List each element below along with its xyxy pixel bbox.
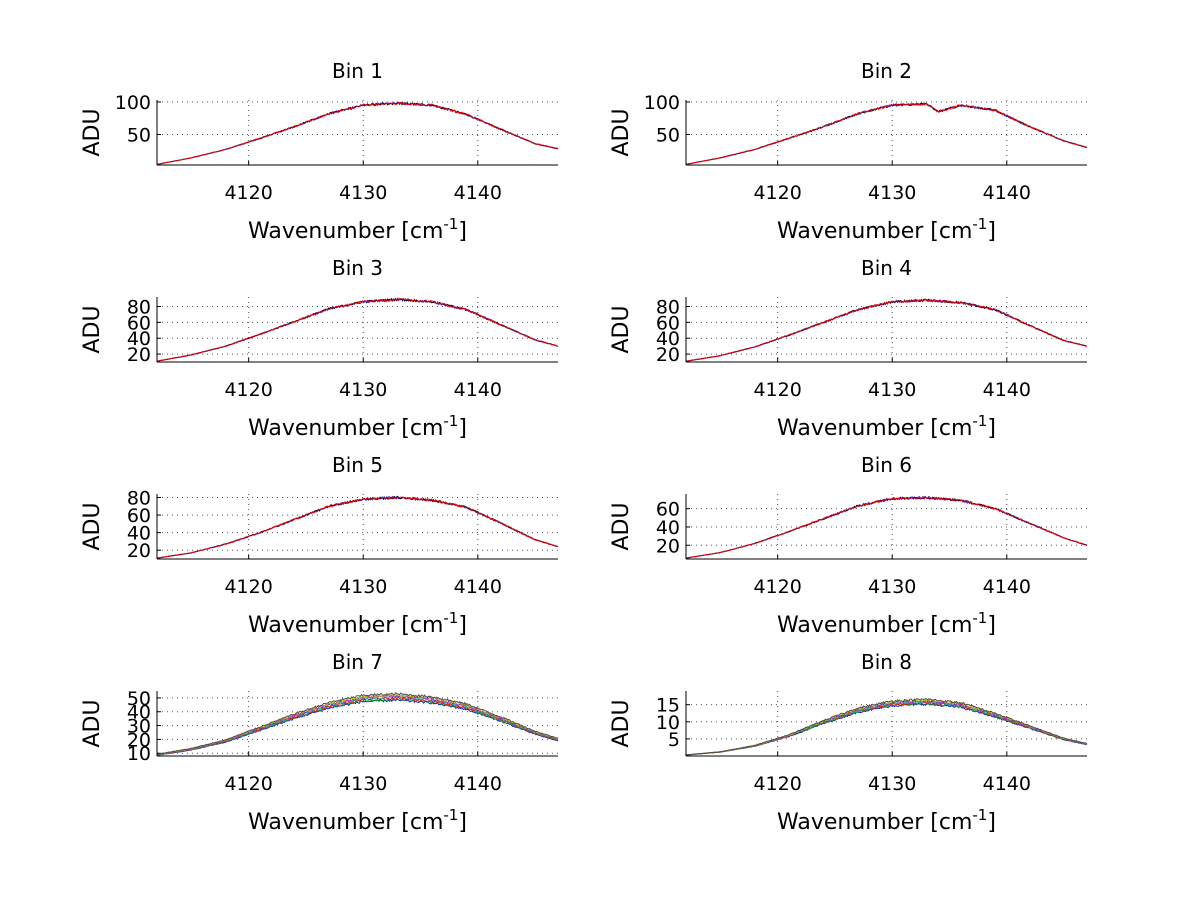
y-tick-label: 60 [656, 312, 680, 334]
x-axis-label: Wavenumber [cm-1] [248, 412, 467, 441]
x-tick-label: 4140 [983, 379, 1031, 401]
y-axis-label: ADU [80, 502, 105, 550]
y-axis-label: ADU [609, 305, 634, 353]
y-tick-label: 20 [656, 344, 680, 366]
x-tick-label: 4140 [983, 773, 1031, 795]
subplot-title: Bin 5 [332, 453, 383, 477]
x-axis-label: Wavenumber [cm-1] [777, 215, 996, 244]
x-tick-label: 4120 [753, 773, 801, 795]
y-tick-label: 40 [656, 328, 680, 350]
y-tick-label: 50 [127, 124, 151, 146]
y-tick-label: 60 [127, 505, 151, 527]
y-tick-label: 80 [127, 488, 151, 510]
y-tick-label: 100 [115, 92, 151, 114]
x-tick-label: 4120 [224, 576, 272, 598]
spectrum-line [156, 101, 559, 165]
subplot-title: Bin 1 [332, 59, 383, 83]
x-tick-label: 4130 [339, 182, 387, 204]
y-axis-label: ADU [609, 699, 634, 747]
subplot-title: Bin 7 [332, 650, 383, 674]
y-tick-label: 100 [644, 92, 680, 114]
x-tick-label: 4140 [454, 182, 502, 204]
y-tick-label: 40 [127, 328, 151, 350]
y-tick-label: 10 [656, 712, 680, 734]
spectrum-line [156, 698, 559, 756]
y-tick-label: 30 [127, 716, 151, 738]
x-axis-label: Wavenumber [cm-1] [777, 412, 996, 441]
x-tick-label: 4130 [339, 379, 387, 401]
y-tick-label: 60 [656, 499, 680, 521]
subplot-title: Bin 6 [861, 453, 912, 477]
spectrum-line [686, 697, 1088, 756]
x-axis-label: Wavenumber [cm-1] [777, 806, 996, 835]
y-tick-label: 40 [127, 702, 151, 724]
y-axis-label: ADU [80, 305, 105, 353]
x-tick-label: 4120 [753, 182, 801, 204]
x-tick-label: 4120 [753, 379, 801, 401]
x-tick-label: 4120 [753, 576, 801, 598]
x-tick-label: 4120 [224, 773, 272, 795]
y-tick-label: 60 [127, 312, 151, 334]
subplot-title: Bin 4 [861, 256, 912, 280]
x-axis-label: Wavenumber [cm-1] [248, 806, 467, 835]
spectrum-line [156, 692, 559, 755]
x-tick-label: 4140 [454, 379, 502, 401]
x-axis-label: Wavenumber [cm-1] [248, 609, 467, 638]
spectrum-line [685, 495, 1087, 559]
x-tick-label: 4130 [868, 182, 916, 204]
x-tick-label: 4140 [454, 576, 502, 598]
x-tick-label: 4130 [868, 576, 916, 598]
y-tick-label: 50 [656, 124, 680, 146]
y-tick-label: 20 [127, 729, 151, 751]
subplot-bin-2: Bin 2 50 100 4120 4130 4140 ADU Wavenumber [cm-… [609, 59, 1088, 244]
y-tick-label: 50 [127, 688, 151, 710]
x-tick-label: 4140 [983, 182, 1031, 204]
subplot-title: Bin 2 [861, 59, 912, 83]
y-axis-label: ADU [609, 502, 634, 550]
spectrum-line [685, 102, 1088, 165]
subplot-bin-1: Bin 1 50 100 4120 4130 4140 ADU Wavenumber [cm-… [80, 59, 559, 244]
x-tick-label: 4140 [454, 773, 502, 795]
y-tick-label: 20 [656, 535, 680, 557]
x-tick-label: 4120 [224, 182, 272, 204]
y-tick-label: 15 [656, 695, 680, 717]
subplot-title: Bin 3 [332, 256, 383, 280]
y-axis-label: ADU [80, 108, 105, 156]
spectrum-line [156, 496, 559, 559]
x-tick-label: 4130 [339, 576, 387, 598]
x-tick-label: 4120 [224, 379, 272, 401]
x-axis-label: Wavenumber [cm-1] [248, 215, 467, 244]
y-tick-label: 80 [656, 297, 680, 319]
x-tick-label: 4130 [868, 773, 916, 795]
y-tick-label: 40 [127, 523, 151, 545]
spectrum-line [686, 298, 1088, 362]
y-tick-label: 40 [656, 517, 680, 539]
y-tick-label: 5 [668, 729, 680, 751]
y-tick-label: 20 [127, 344, 151, 366]
x-axis-label: Wavenumber [cm-1] [777, 609, 996, 638]
x-tick-label: 4130 [868, 379, 916, 401]
spectrum-line [156, 297, 559, 362]
x-tick-label: 4140 [983, 576, 1031, 598]
y-tick-label: 20 [127, 540, 151, 562]
y-tick-label: 80 [127, 297, 151, 319]
y-tick-label: 10 [127, 743, 151, 765]
y-axis-label: ADU [609, 108, 634, 156]
subplot-grid: Bin 1 50 100 4120 4130 4140 ADU Wavenumber [cm-… [80, 59, 1088, 835]
x-tick-label: 4130 [339, 773, 387, 795]
y-axis-label: ADU [80, 699, 105, 747]
subplot-title: Bin 8 [861, 650, 912, 674]
